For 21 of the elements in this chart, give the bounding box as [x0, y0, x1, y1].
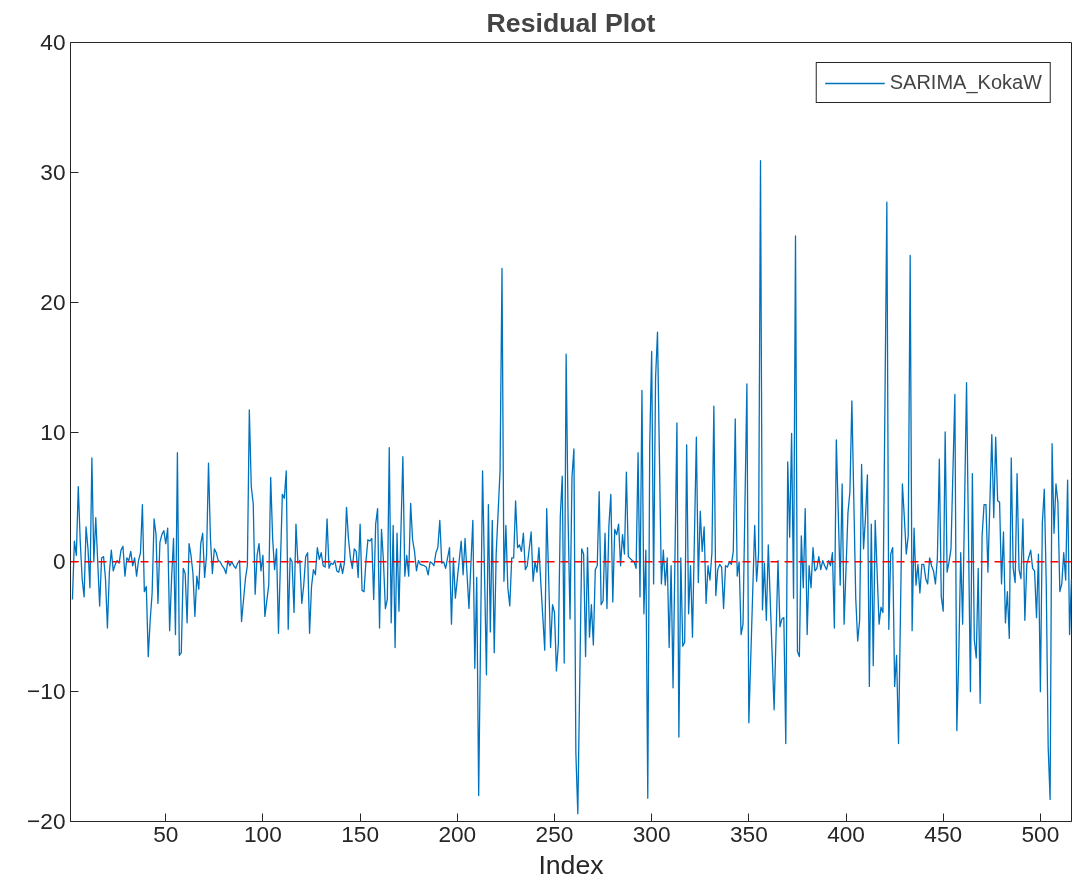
x-tick-label: 400 [827, 820, 865, 847]
x-tick-label: 150 [341, 820, 380, 847]
x-axis-title: Index [538, 849, 605, 880]
y-tick-label: 40 [40, 29, 66, 55]
x-tick-label: 500 [1021, 820, 1060, 847]
y-tick-label: 30 [40, 158, 66, 185]
x-tick-label: 300 [632, 820, 671, 847]
line-series [71, 160, 1072, 815]
x-tick-label: 50 [153, 820, 179, 847]
x-tick-label: 250 [535, 820, 574, 847]
chart-title: Residual Plot [486, 7, 656, 38]
x-tick-label: 350 [729, 820, 768, 847]
y-tick-label: 20 [40, 288, 66, 315]
x-tick-label: 200 [438, 820, 477, 847]
y-tick-label: −10 [27, 678, 66, 705]
y-tick-label: 10 [40, 418, 66, 445]
x-tick-label: 100 [244, 820, 282, 847]
x-tick-label: 450 [924, 820, 963, 847]
y-tick-label: 0 [52, 548, 66, 575]
y-tick-label: −20 [27, 808, 66, 834]
legend-label: SARIMA_KokaW [889, 71, 1042, 94]
